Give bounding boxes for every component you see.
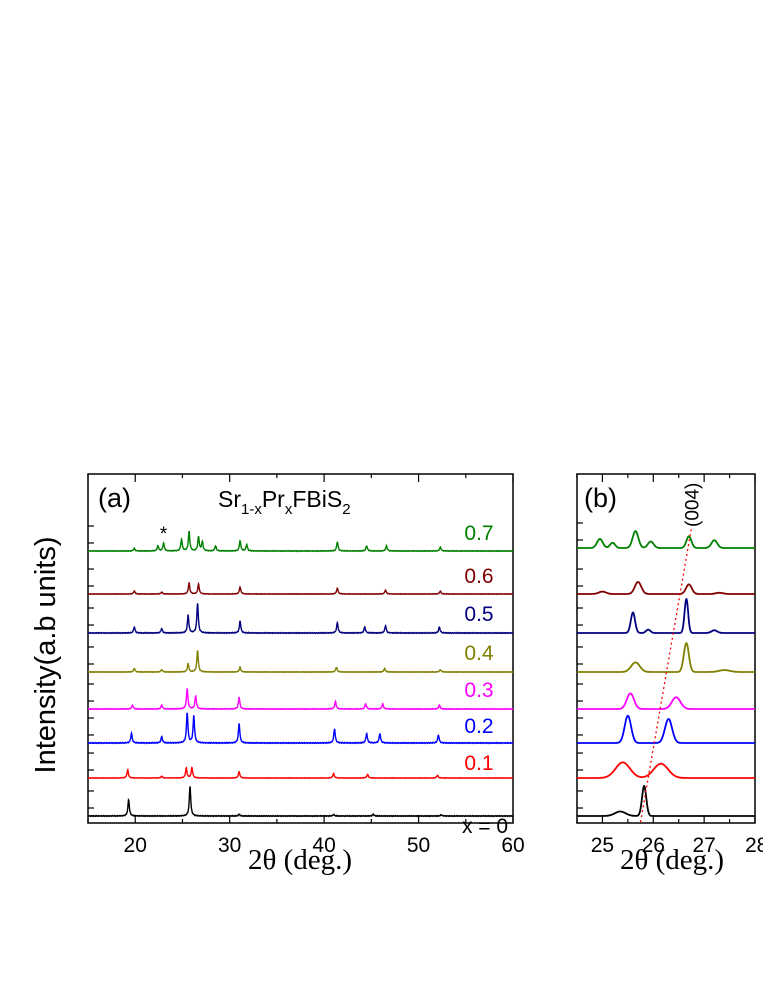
panel-b-series-line — [577, 784, 755, 817]
panel-b-series — [577, 530, 755, 817]
panel-a-series: x = 0 0.1 0.2 0.3 0.4 0.5 0.6 0.7 — [87, 522, 514, 838]
panel-b-x-tick-label: 28 — [745, 834, 763, 857]
panel-b-x-axis-title: 2θ (deg.) — [620, 844, 724, 876]
004-reflection-label: (004) — [682, 483, 703, 527]
compound-rest: FBiS — [292, 486, 342, 512]
panel-a-series-line — [87, 765, 514, 780]
panel-b-series-line — [577, 692, 755, 710]
panel-b-x-tick-label: 26 — [642, 834, 665, 857]
compound-mid: Pr — [262, 486, 285, 512]
panel-a-series-line — [87, 712, 514, 745]
panel-b-x-tick-label: 27 — [692, 834, 715, 857]
panel-a-series-label: 0.1 — [464, 752, 493, 775]
panel-b-series-line — [577, 581, 755, 595]
panel-a-x-tick-label: 30 — [218, 834, 241, 857]
panel-b-label: (b) — [584, 483, 617, 513]
panel-b-ticks: 25 26 27 28 — [576, 474, 763, 857]
panel-a-x-tick-label: 40 — [312, 834, 335, 857]
panel-a-series-label: x = 0 — [462, 815, 508, 838]
panel-a-series-line — [87, 650, 514, 674]
panel-b-frame — [576, 473, 756, 824]
panel-b-x-tick-label: 25 — [591, 834, 614, 857]
panel-a-series-label: 0.6 — [464, 565, 493, 588]
panel-b-series-line — [577, 761, 755, 779]
compound-sub1: 1-x — [241, 501, 262, 518]
panel-a-ticks: 20 30 40 50 60 — [87, 474, 525, 857]
panel-a-series-label: 0.2 — [464, 715, 493, 738]
panel-b-series-line — [577, 597, 755, 634]
panel-b: 25 26 27 28 (b) (004) 2θ (deg.) — [576, 473, 763, 876]
panel-a-series-line — [87, 581, 514, 596]
panel-a-x-axis-title: 2θ (deg.) — [248, 844, 352, 876]
panel-a-series-label: 0.5 — [464, 603, 493, 626]
compound-sub2: x — [285, 501, 293, 518]
panel-a: x = 0 0.1 0.2 0.3 0.4 0.5 0.6 0.7 20 30 40 50 60 (a… — [87, 473, 525, 876]
panel-a-x-tick-label: 20 — [124, 834, 147, 857]
panel-b-series-line — [577, 530, 755, 549]
panel-a-x-tick-label: 50 — [407, 834, 430, 857]
panel-a-series-line — [87, 603, 514, 635]
panel-b-series-line — [577, 714, 755, 744]
panel-a-series-label: 0.4 — [464, 642, 494, 665]
panel-a-series-label: 0.7 — [464, 522, 493, 545]
panel-a-frame — [87, 473, 514, 824]
panel-a-series-line — [87, 688, 514, 711]
compound-formula: Sr1-xPrxFBiS2 — [218, 486, 351, 518]
compound-base: Sr — [218, 486, 241, 512]
y-axis-title: Intensity(a.b units) — [30, 537, 62, 774]
compound-sub3: 2 — [342, 501, 350, 518]
impurity-star-marker: * — [160, 524, 168, 545]
panel-a-series-line — [87, 530, 514, 553]
panel-a-series-line — [87, 786, 514, 818]
panel-b-series-line — [577, 642, 755, 673]
panel-a-x-tick-label: 60 — [501, 834, 524, 857]
panel-a-label: (a) — [98, 483, 131, 513]
panel-a-series-label: 0.3 — [464, 679, 493, 702]
